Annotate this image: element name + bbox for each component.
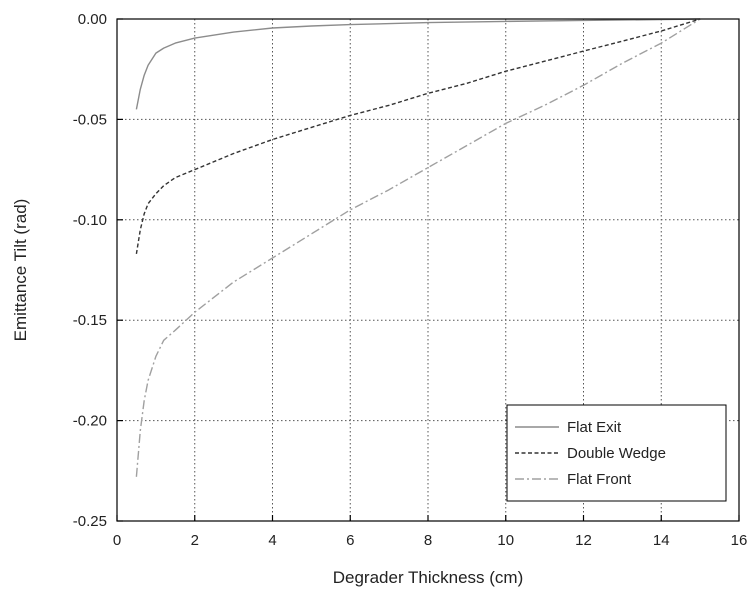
series-line-2	[135, 18, 701, 255]
series-lines	[135, 18, 701, 477]
x-tick-label: 4	[268, 532, 276, 549]
y-tick-label: -0.15	[73, 312, 107, 329]
y-tick-label: -0.10	[73, 212, 107, 229]
x-tick-label: 16	[731, 532, 748, 549]
y-tick-label: -0.20	[73, 413, 107, 430]
x-axis-title: Degrader Thickness (cm)	[333, 568, 524, 587]
legend: Flat Exit Double Wedge Flat Front	[506, 404, 727, 502]
tick-labels: 0 2 4 6 8 10 12 14 16 0.00 -0.05 -0.10 -0.15 -0.20 -0.…	[73, 11, 748, 549]
y-tick-label: -0.25	[73, 513, 107, 530]
legend-label: Flat Exit	[567, 419, 622, 436]
series-line-3	[135, 18, 701, 477]
x-tick-label: 6	[346, 532, 354, 549]
x-tick-label: 14	[653, 532, 670, 549]
axis-ticks	[116, 18, 740, 522]
legend-label: Flat Front	[567, 471, 632, 488]
x-tick-label: 8	[424, 532, 432, 549]
x-tick-label: 0	[113, 532, 121, 549]
y-axis-title: Emittance Tilt (rad)	[11, 199, 30, 342]
x-tick-label: 12	[575, 532, 592, 549]
y-tick-label: -0.05	[73, 111, 107, 128]
x-tick-label: 10	[497, 532, 514, 549]
legend-label: Double Wedge	[567, 445, 666, 462]
y-tick-label: 0.00	[78, 11, 107, 28]
x-tick-label: 2	[191, 532, 199, 549]
series-line-1	[135, 18, 701, 110]
